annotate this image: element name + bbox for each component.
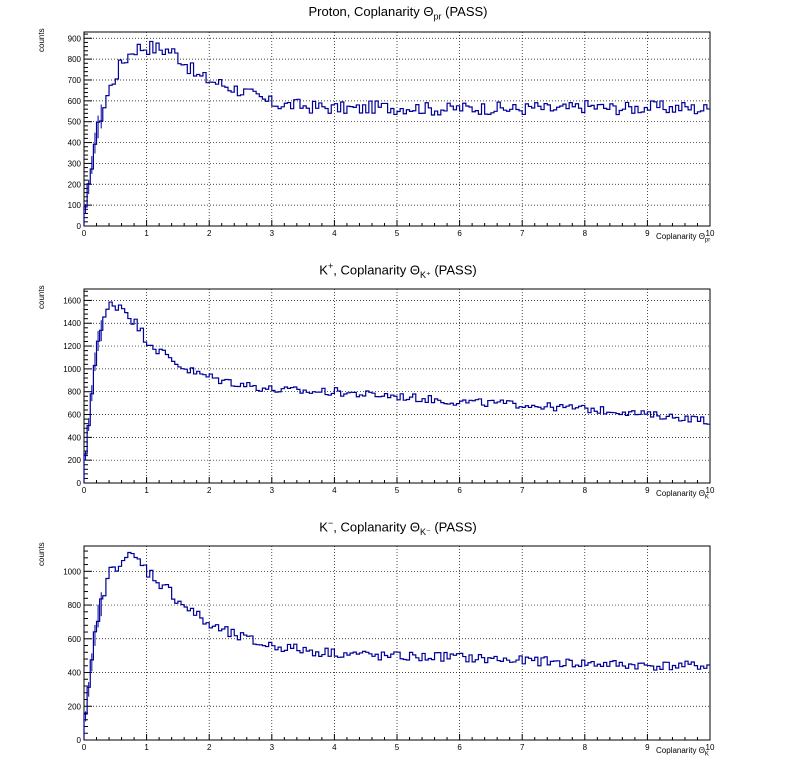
chart-title: K−, Coplanarity ΘK⁻ (PASS): [319, 518, 477, 537]
x-tick-label: 4: [332, 486, 337, 495]
chart-title: Proton, Coplanarity Θpr (PASS): [308, 4, 488, 22]
x-tick-label: 2: [207, 229, 212, 238]
histogram-plot: 0 1 2 3 4 5 6 7 8 9 10 0 200 400 600 800 1000: [63, 545, 715, 752]
y-tick-label: 900: [68, 34, 82, 43]
x-tick-label: 9: [645, 486, 650, 495]
chart-panel-kminus: K−, Coplanarity ΘK⁻ (PASS) counts Coplan…: [0, 514, 796, 771]
histogram-plot: 0 1 2 3 4 5 6 7 8 9 10 0 200 400 600 800 1000 1200 1400 160…: [63, 288, 715, 495]
y-tick-label: 200: [68, 456, 82, 465]
y-tick-label: 400: [68, 433, 82, 442]
x-tick-label: 3: [270, 229, 275, 238]
x-axis-label: Coplanarity ΘK: [656, 746, 709, 758]
y-tick-label: 200: [68, 702, 82, 711]
x-tick-label: 10: [706, 229, 715, 238]
chart-panel-kplus: K+, Coplanarity ΘK⁺ (PASS) counts Coplan…: [0, 257, 796, 514]
x-tick-label: 10: [706, 743, 715, 752]
x-tick-label: 0: [82, 743, 87, 752]
x-tick-label: 1: [144, 229, 149, 238]
histogram-line: [83, 301, 710, 483]
x-tick-label: 2: [207, 743, 212, 752]
x-tick-label: 1: [144, 743, 149, 752]
y-tick-label: 300: [68, 159, 82, 168]
x-tick-label: 4: [332, 229, 337, 238]
y-tick-label: 1000: [63, 365, 81, 374]
x-tick-label: 3: [270, 486, 275, 495]
x-tick-label: 5: [395, 229, 400, 238]
x-tick-label: 7: [520, 229, 525, 238]
y-tick-label: 100: [68, 201, 82, 210]
x-tick-label: 8: [583, 229, 588, 238]
histogram-line: [83, 551, 710, 740]
y-tick-label: 1400: [63, 319, 81, 328]
y-tick-label: 500: [68, 118, 82, 127]
x-tick-label: 8: [583, 743, 588, 752]
chart-panel-proton: Proton, Coplanarity Θpr (PASS) counts Co…: [0, 0, 796, 257]
x-tick-label: 6: [457, 743, 462, 752]
x-tick-label: 0: [82, 486, 87, 495]
y-tick-label: 0: [77, 479, 82, 488]
x-tick-label: 7: [520, 486, 525, 495]
y-tick-label: 1000: [63, 567, 81, 576]
x-tick-label: 0: [82, 229, 87, 238]
y-tick-label: 600: [68, 411, 82, 420]
y-tick-label: 800: [68, 55, 82, 64]
y-tick-label: 0: [77, 736, 82, 745]
x-axis-label: Coplanarity Θpr: [656, 232, 711, 244]
x-tick-label: 2: [207, 486, 212, 495]
y-tick-label: 600: [68, 635, 82, 644]
y-tick-label: 400: [68, 669, 82, 678]
y-tick-label: 700: [68, 76, 82, 85]
y-tick-label: 800: [68, 388, 82, 397]
y-tick-label: 200: [68, 180, 82, 189]
chart-title: K+, Coplanarity ΘK⁺ (PASS): [319, 261, 477, 280]
x-tick-label: 9: [645, 743, 650, 752]
y-tick-label: 1600: [63, 296, 81, 305]
x-tick-label: 8: [583, 486, 588, 495]
x-tick-label: 1: [144, 486, 149, 495]
y-tick-label: 400: [68, 139, 82, 148]
x-tick-label: 7: [520, 743, 525, 752]
y-tick-label: 800: [68, 601, 82, 610]
y-tick-label: 0: [77, 222, 82, 231]
histogram-line: [83, 40, 710, 226]
x-tick-label: 6: [457, 486, 462, 495]
x-tick-label: 5: [395, 486, 400, 495]
x-tick-label: 10: [706, 486, 715, 495]
x-axis-label: Coplanarity ΘK: [656, 489, 709, 501]
y-tick-label: 600: [68, 97, 82, 106]
x-tick-label: 6: [457, 229, 462, 238]
x-tick-label: 9: [645, 229, 650, 238]
x-tick-label: 3: [270, 743, 275, 752]
y-tick-label: 1200: [63, 342, 81, 351]
x-tick-label: 4: [332, 743, 337, 752]
x-tick-label: 5: [395, 743, 400, 752]
